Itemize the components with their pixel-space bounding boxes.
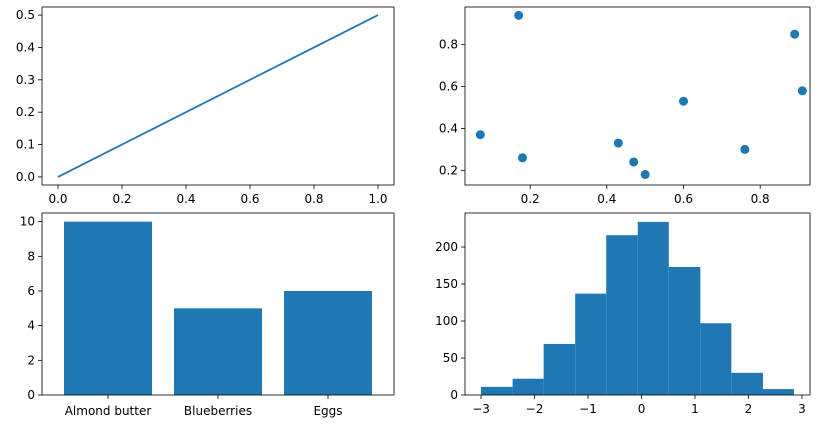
histogram-bin	[481, 386, 513, 395]
x-tick-label: 0.2	[521, 192, 540, 206]
y-tick-label: 4	[27, 319, 35, 333]
y-tick-label: 0.4	[439, 121, 458, 135]
x-tick-label: −1	[579, 402, 597, 416]
y-tick-label: 0.6	[439, 80, 458, 94]
histogram-bin	[543, 343, 576, 395]
axes-frame	[41, 6, 395, 186]
y-tick-label: 0.4	[16, 40, 35, 54]
category-label: Eggs	[313, 404, 342, 418]
axes-frame	[464, 212, 811, 396]
x-tick-label: −3	[472, 402, 490, 416]
histogram-bin	[731, 372, 763, 395]
y-tick-label: 0.3	[16, 73, 35, 87]
histogram-bin	[637, 221, 669, 395]
y-tick-label: 6	[27, 284, 35, 298]
bar	[64, 221, 152, 395]
y-tick-label: 200	[435, 240, 458, 254]
scatter-point	[790, 29, 800, 39]
x-tick-label: 0.8	[751, 192, 770, 206]
scatter-point	[797, 86, 807, 96]
y-tick-label: 0.0	[16, 170, 35, 184]
category-label: Blueberries	[184, 404, 252, 418]
category-label: Almond butter	[65, 404, 152, 418]
scatter-point	[518, 153, 527, 163]
x-tick-label: 1.0	[368, 192, 387, 206]
y-tick-label: 150	[435, 277, 458, 291]
scatter-point	[629, 157, 639, 167]
scatter-point	[475, 130, 485, 140]
x-tick-label: 0.2	[112, 192, 131, 206]
line-chart-panel: 0.0 0.1 0.2 0.3 0.4 0.5 0.0 0.2 0.4 0.6 0.8 1.0	[16, 6, 395, 206]
histogram-bin	[668, 267, 701, 395]
x-tick-label: 0	[638, 402, 646, 416]
y-tick-label: 0	[27, 388, 35, 402]
x-tick-label: 0.8	[304, 192, 323, 206]
x-tick-label: 0.4	[597, 192, 616, 206]
y-tick-label: 0.5	[16, 8, 35, 22]
y-tick-label: 0.2	[439, 163, 458, 177]
histogram-bin	[575, 293, 607, 395]
bar	[174, 308, 262, 395]
x-tick-label: 0.4	[176, 192, 195, 206]
line-series	[57, 14, 379, 178]
y-tick-label: 2	[27, 353, 35, 367]
histogram-bin	[512, 378, 544, 395]
histogram-bin	[762, 389, 794, 395]
histogram-bin	[606, 235, 638, 395]
x-tick-label: 0.6	[240, 192, 259, 206]
x-tick-label: −2	[526, 402, 544, 416]
x-tick-label: 3	[798, 402, 806, 416]
x-tick-label: 1	[691, 402, 699, 416]
scatter-point	[679, 96, 688, 106]
y-tick-label: 10	[20, 215, 35, 229]
y-tick-label: 8	[27, 249, 35, 263]
y-tick-label: 0.2	[16, 105, 35, 119]
scatter-point	[740, 144, 750, 154]
y-tick-label: 0	[450, 388, 458, 402]
x-tick-label: 0.0	[48, 192, 67, 206]
x-tick-label: 0.6	[674, 192, 693, 206]
y-tick-label: 0.1	[16, 138, 35, 152]
histogram-bin	[700, 323, 732, 395]
bar-chart-panel: 0 2 4 6 8 10 Almond butter Blueberries Eggs	[20, 212, 395, 418]
axes-frame	[464, 6, 811, 186]
scatter-point	[640, 170, 650, 180]
histogram-panel: 0 50 100 150 200 −3 −2 −1 0 1 2 3	[435, 212, 811, 416]
y-tick-label: 50	[443, 351, 458, 365]
y-tick-label: 100	[435, 314, 458, 328]
scatter-point	[613, 138, 623, 148]
scatter-chart-panel: 0.2 0.4 0.6 0.8 0.2 0.4 0.6 0.8	[439, 6, 811, 206]
y-tick-label: 0.8	[439, 38, 458, 52]
scatter-point	[514, 10, 524, 20]
x-tick-label: 2	[745, 402, 753, 416]
bar	[284, 291, 372, 395]
